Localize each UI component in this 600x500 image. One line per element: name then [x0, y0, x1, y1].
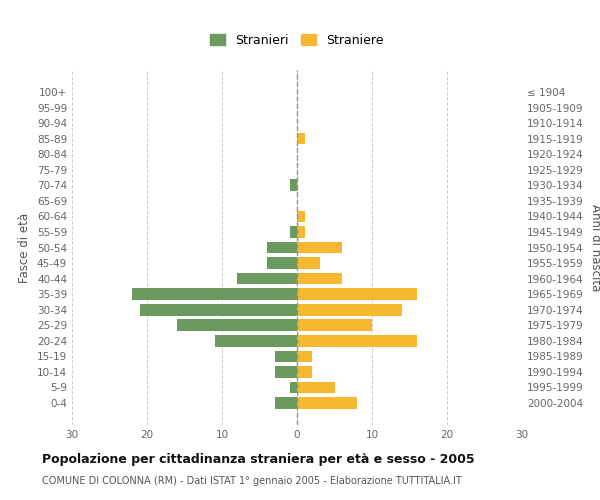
Legend: Stranieri, Straniere: Stranieri, Straniere	[206, 30, 388, 50]
Bar	[132, 288, 297, 300]
Y-axis label: Anni di nascita: Anni di nascita	[589, 204, 600, 291]
Bar	[297, 320, 372, 331]
Bar	[297, 382, 335, 394]
Bar	[297, 397, 357, 409]
Bar	[297, 366, 312, 378]
Bar	[297, 350, 312, 362]
Y-axis label: Fasce di età: Fasce di età	[19, 212, 31, 282]
Bar	[297, 304, 402, 316]
Bar	[297, 210, 305, 222]
Bar	[275, 350, 297, 362]
Bar	[275, 366, 297, 378]
Bar	[267, 242, 297, 254]
Bar	[297, 242, 342, 254]
Bar	[290, 226, 297, 238]
Bar	[215, 335, 297, 346]
Bar	[237, 273, 297, 284]
Bar	[139, 304, 297, 316]
Text: Popolazione per cittadinanza straniera per età e sesso - 2005: Popolazione per cittadinanza straniera p…	[42, 452, 475, 466]
Bar	[290, 180, 297, 191]
Bar	[177, 320, 297, 331]
Text: COMUNE DI COLONNA (RM) - Dati ISTAT 1° gennaio 2005 - Elaborazione TUTTITALIA.IT: COMUNE DI COLONNA (RM) - Dati ISTAT 1° g…	[42, 476, 462, 486]
Bar	[297, 288, 417, 300]
Bar	[297, 273, 342, 284]
Bar	[297, 257, 320, 269]
Bar	[297, 226, 305, 238]
Bar	[267, 257, 297, 269]
Bar	[290, 382, 297, 394]
Bar	[297, 335, 417, 346]
Bar	[297, 133, 305, 144]
Bar	[275, 397, 297, 409]
